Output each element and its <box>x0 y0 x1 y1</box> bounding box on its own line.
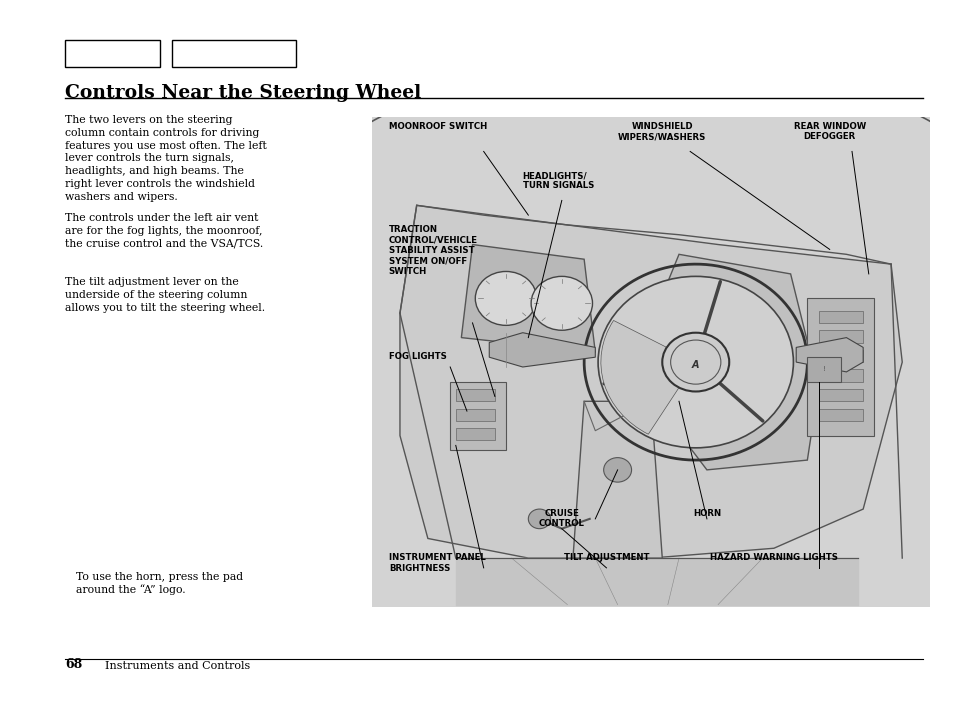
Bar <box>806 298 873 436</box>
Text: CRUISE
CONTROL: CRUISE CONTROL <box>538 509 584 528</box>
Circle shape <box>531 276 592 330</box>
Circle shape <box>528 509 550 529</box>
Text: HORN: HORN <box>692 509 720 518</box>
Bar <box>372 117 929 607</box>
Bar <box>172 40 295 67</box>
Circle shape <box>661 333 728 391</box>
Text: MOONROOF SWITCH: MOONROOF SWITCH <box>389 122 487 131</box>
Text: WINDSHIELD
WIPERS/WASHERS: WINDSHIELD WIPERS/WASHERS <box>618 122 706 141</box>
Bar <box>818 311 862 323</box>
Bar <box>818 369 862 382</box>
Polygon shape <box>796 338 862 372</box>
Text: HAZARD WARNING LIGHTS: HAZARD WARNING LIGHTS <box>709 553 837 562</box>
Bar <box>456 389 495 401</box>
Bar <box>806 357 840 382</box>
Text: FOG LIGHTS: FOG LIGHTS <box>389 352 446 361</box>
Bar <box>65 40 160 67</box>
Text: HEADLIGHTS/
TURN SIGNALS: HEADLIGHTS/ TURN SIGNALS <box>522 171 594 190</box>
Text: Instruments and Controls: Instruments and Controls <box>105 661 250 671</box>
Text: TILT ADJUSTMENT: TILT ADJUSTMENT <box>563 553 649 562</box>
Text: The tilt adjustment lever on the
underside of the steering column
allows you to : The tilt adjustment lever on the undersi… <box>65 277 265 312</box>
Text: 68: 68 <box>65 658 82 671</box>
Text: Controls Near the Steering Wheel: Controls Near the Steering Wheel <box>65 84 420 102</box>
Text: INSTRUMENT PANEL
BRIGHTNESS: INSTRUMENT PANEL BRIGHTNESS <box>389 553 485 572</box>
Bar <box>818 409 862 421</box>
Polygon shape <box>489 333 595 367</box>
Circle shape <box>475 271 537 325</box>
Text: REAR WINDOW
DEFOGGER: REAR WINDOW DEFOGGER <box>793 122 865 141</box>
Bar <box>456 409 495 421</box>
Bar <box>450 382 505 450</box>
Bar <box>456 428 495 440</box>
Bar <box>818 330 862 342</box>
Circle shape <box>598 276 793 448</box>
Text: A: A <box>691 359 699 369</box>
Wedge shape <box>600 320 695 435</box>
Text: TRACTION
CONTROL/VEHICLE
STABILITY ASSIST
SYSTEM ON/OFF
SWITCH: TRACTION CONTROL/VEHICLE STABILITY ASSIS… <box>389 225 477 275</box>
Text: To use the horn, press the pad
around the “A” logo.: To use the horn, press the pad around th… <box>76 572 243 596</box>
Circle shape <box>603 458 631 482</box>
Text: !: ! <box>821 366 824 373</box>
Text: The controls under the left air vent
are for the fog lights, the moonroof,
the c: The controls under the left air vent are… <box>65 213 263 248</box>
Bar <box>818 389 862 401</box>
Polygon shape <box>399 205 902 558</box>
Bar <box>818 350 862 362</box>
Text: The two levers on the steering
column contain controls for driving
features you : The two levers on the steering column co… <box>65 115 266 202</box>
Polygon shape <box>650 254 818 470</box>
Polygon shape <box>461 244 595 352</box>
Polygon shape <box>573 401 661 558</box>
